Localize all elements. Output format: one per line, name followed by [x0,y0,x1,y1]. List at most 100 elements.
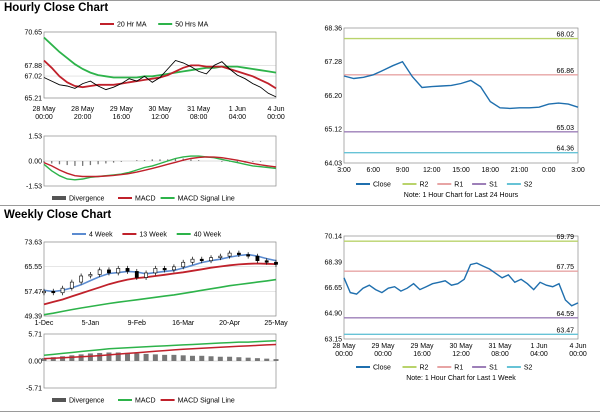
weekly-section-title: Weekly Close Chart [4,209,112,221]
weekly-macd-divergence-bar [50,357,56,361]
weekly-main-candle-body [264,260,269,263]
weekly-macd-divergence-bar [254,358,260,361]
hourly-macd-chart-svg: 1.53 0.00 -1.53 Divergence MACD MACD Signal L… [26,134,277,203]
weekly-macd-series-macd [43,339,277,357]
hourly-pivot-x-tick-0: 3:00 [337,167,351,174]
hourly-pivot-chart-svg: 68.36 67.28 66.20 65.12 64.03 68.02 66.86 65.03… [324,26,585,200]
weekly-pivot-legend-label-3: S1 [489,365,498,372]
hourly-main-plot-frame [43,31,277,99]
weekly-main-candle-body [227,252,232,257]
weekly-macd-y-tick-2: -5.71 [26,386,42,393]
weekly-macd-y-tick-1: 0.00 [28,359,42,366]
weekly-macd-divergence-bar [199,355,205,361]
weekly-macd-divergence-bar [236,357,242,361]
weekly-main-y-tick-2: 57.47 [24,289,42,296]
hourly-pivot-x-tick-6: 21:00 [511,167,529,174]
hourly-pivot-x-tick-4: 15:00 [452,167,470,174]
hourly-main-y-tick-3: 65.21 [24,96,42,103]
weekly-macd-divergence-bar [245,357,251,361]
bottom-divider [0,411,600,412]
hourly-main-y-tick-1: 67.88 [24,63,42,70]
weekly-main-candle-body [190,258,195,263]
weekly-macd-legend-label-1: MACD [135,398,156,405]
hourly-ma-chart: 70.65 67.88 67.02 65.21 28 May 00:00 28 May 20:… [0,18,290,130]
hourly-pivot-level-label-r2: 68.02 [556,32,574,39]
weekly-pivot-level-label-r1: 67.75 [556,264,574,271]
hourly-macd-y-tick-0: 1.53 [28,134,42,141]
hourly-pivot-level-label-r1: 66.86 [556,68,574,75]
weekly-pivot-x-tick-1: 29 May 00:00 [372,343,395,358]
weekly-main-candle-body [88,274,93,277]
hourly-pivot-chart: 68.36 67.28 66.20 65.12 64.03 68.02 66.86 65.03… [300,18,600,204]
weekly-main-x-tick-2: 9-Feb [128,320,146,327]
hourly-pivot-y-tick-0: 68.36 [324,26,342,33]
weekly-main-candle-body [209,257,213,262]
hourly-pivot-note: Note: 1 Hour Chart for Last 24 Hours [404,192,519,199]
weekly-main-y-tick-1: 65.55 [24,264,42,271]
weekly-macd-divergence-bar [106,352,112,361]
weekly-pivot-y-tick-2: 66.65 [324,285,342,292]
hourly-pivot-x-tick-2: 9:00 [396,167,410,174]
hourly-pivot-legend-label-0: Close [373,182,391,189]
weekly-pivot-legend-label-4: S2 [524,365,533,372]
weekly-macd-divergence-bar [217,356,223,361]
hourly-macd-legend-swatch-0 [52,196,66,200]
weekly-main-candle-body [134,271,139,278]
hourly-pivot-legend-label-3: S1 [489,182,498,189]
weekly-macd-chart: 5.71 0.00 -5.71 Divergence MACD MACD Signal L… [0,330,290,410]
hourly-pivot-legend-label-2: R1 [454,182,463,189]
hourly-pivot-y-tick-3: 65.12 [324,127,342,134]
weekly-macd-divergence-bar [69,355,75,361]
weekly-pivot-legend-label-1: R2 [420,365,429,372]
weekly-macd-divergence-bar [97,352,103,361]
weekly-macd-divergence-bar [171,354,177,361]
hourly-pivot-series-close [343,60,579,110]
weekly-ma-chart-svg: 73.63 65.55 57.47 49.391-Dec 5-Jan 9-Feb 16-Ma… [24,232,288,328]
hourly-pivot-level-label-s1: 65.03 [556,125,574,132]
weekly-main-candle-body [218,255,223,258]
weekly-main-candle-body [236,252,241,255]
weekly-pivot-x-tick-4: 31 May 08:00 [489,343,512,358]
weekly-main-candle-body [107,269,111,274]
weekly-main-series-13-week [43,262,277,306]
weekly-pivot-y-tick-0: 70.14 [324,234,342,241]
hourly-pivot-legend-label-4: S2 [524,182,533,189]
weekly-main-candle-body [125,268,130,272]
weekly-macd-divergence-bar [60,356,66,361]
weekly-pivot-level-label-r2: 69.79 [556,234,574,241]
weekly-pivot-x-tick-3: 30 May 12:00 [450,343,473,358]
weekly-pivot-x-tick-5: 1 Jun 04:00 [530,343,548,358]
weekly-pivot-series-close [343,262,579,307]
weekly-main-candle-body [97,269,102,275]
hourly-pivot-x-tick-8: 3:00 [571,167,585,174]
hourly-macd-y-tick-1: 0.00 [28,159,42,166]
hourly-section-title: Hourly Close Chart [4,2,109,14]
weekly-macd-divergence-bar [264,358,270,361]
weekly-main-candle-body [116,268,121,274]
hourly-macd-legend-label-1: MACD [135,196,156,203]
weekly-pivot-x-tick-0: 28 May 00:00 [333,343,356,358]
weekly-main-candle-body [79,275,84,283]
weekly-main-candle-body [51,290,56,294]
hourly-macd-series-signal [43,156,277,178]
top-divider [0,0,600,1]
hourly-main-x-tick-4: 31 May 08:00 [187,106,210,121]
hourly-macd-series-macd [43,155,277,181]
weekly-main-x-tick-0: 1-Dec [35,320,54,327]
hourly-macd-legend-label-0: Divergence [69,196,105,203]
hourly-pivot-legend-label-1: R2 [420,182,429,189]
weekly-main-candle-body [42,290,46,294]
weekly-pivot-level-label-s2: 63.47 [556,327,574,334]
hourly-pivot-x-tick-3: 12:00 [423,167,441,174]
weekly-macd-chart-svg: 5.71 0.00 -5.71 Divergence MACD MACD Signal L… [26,332,279,405]
hourly-main-y-tick-2: 67.02 [24,74,42,81]
weekly-main-series-4-week [43,253,277,293]
hourly-main-legend-label-0: 20 Hr MA [117,22,147,29]
weekly-macd-divergence-bar [78,354,84,361]
hourly-main-x-tick-0: 28 May 00:00 [33,106,56,121]
hourly-pivot-x-tick-5: 18:00 [481,167,499,174]
weekly-main-legend-label-1: 13 Week [139,232,167,239]
hourly-main-x-tick-3: 30 May 12:00 [149,106,172,121]
weekly-macd-divergence-bar [134,353,140,361]
weekly-pivot-legend-label-0: Close [373,365,391,372]
